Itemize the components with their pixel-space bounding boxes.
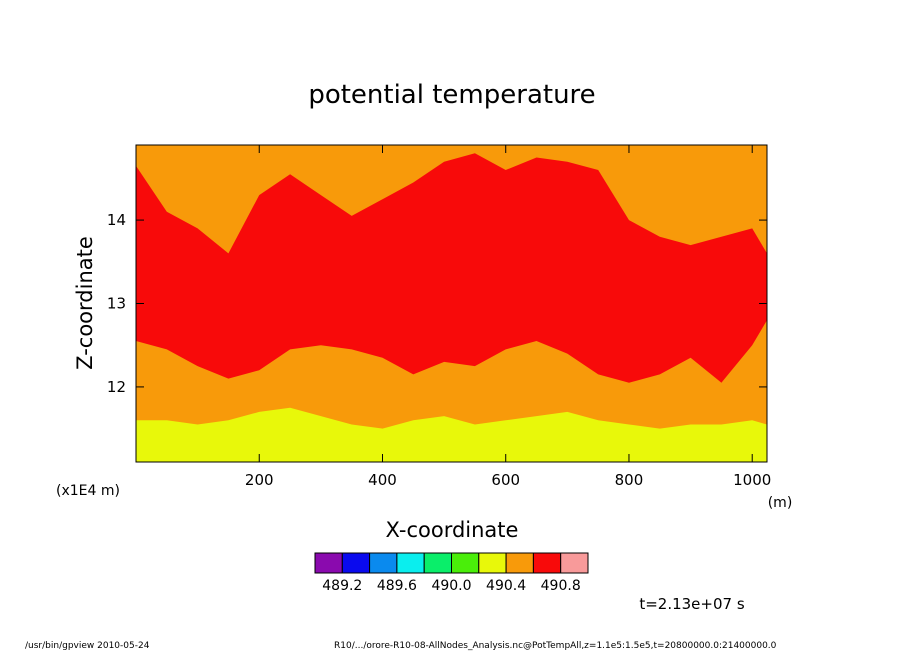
x-tick-label: 800 <box>615 471 644 489</box>
x-axis-ticks: 200 400 600 800 1000 <box>245 145 771 489</box>
y-axis-label: Z-coordinate <box>73 236 97 370</box>
x-tick-label: 400 <box>368 471 397 489</box>
x-tick-label: 1000 <box>733 471 771 489</box>
time-label: t=2.13e+07 s <box>639 595 745 613</box>
band-red <box>136 153 767 383</box>
colorbar-label: 489.2 <box>322 578 362 594</box>
y-tick-label: 12 <box>107 378 126 396</box>
colorbar-label: 490.8 <box>541 578 581 594</box>
colorbar-label: 490.4 <box>486 578 526 594</box>
colorbar-swatch <box>451 552 480 574</box>
colorbar: 489.2 489.6 490.0 490.4 490.8 <box>314 552 589 594</box>
band-yellow <box>136 407 767 462</box>
colorbar-label: 490.0 <box>431 578 471 594</box>
x-axis-label: X-coordinate <box>386 518 519 542</box>
y-tick-label: 13 <box>107 295 126 313</box>
x-tick-label: 600 <box>491 471 520 489</box>
contour-field <box>136 145 767 462</box>
colorbar-swatch <box>478 552 507 574</box>
colorbar-swatch <box>396 552 425 574</box>
chart-title: potential temperature <box>308 80 595 110</box>
x-axis-unit: (m) <box>768 495 793 511</box>
colorbar-swatch <box>314 552 343 574</box>
colorbar-swatch <box>341 552 371 574</box>
colorbar-swatch <box>505 552 534 574</box>
footer-right: R10/.../orore-R10-08-AllNodes_Analysis.n… <box>334 641 777 651</box>
colorbar-swatch <box>423 552 453 574</box>
footer-left: /usr/bin/gpview 2010-05-24 <box>25 641 150 651</box>
colorbar-swatch <box>532 552 562 574</box>
y-axis-unit: (x1E4 m) <box>56 483 120 499</box>
y-tick-label: 14 <box>107 211 126 229</box>
colorbar-label: 489.6 <box>377 578 417 594</box>
x-tick-label: 200 <box>245 471 274 489</box>
y-axis-ticks: 12 13 14 <box>107 211 767 396</box>
colorbar-swatch <box>560 552 589 574</box>
colorbar-swatch <box>369 552 398 574</box>
